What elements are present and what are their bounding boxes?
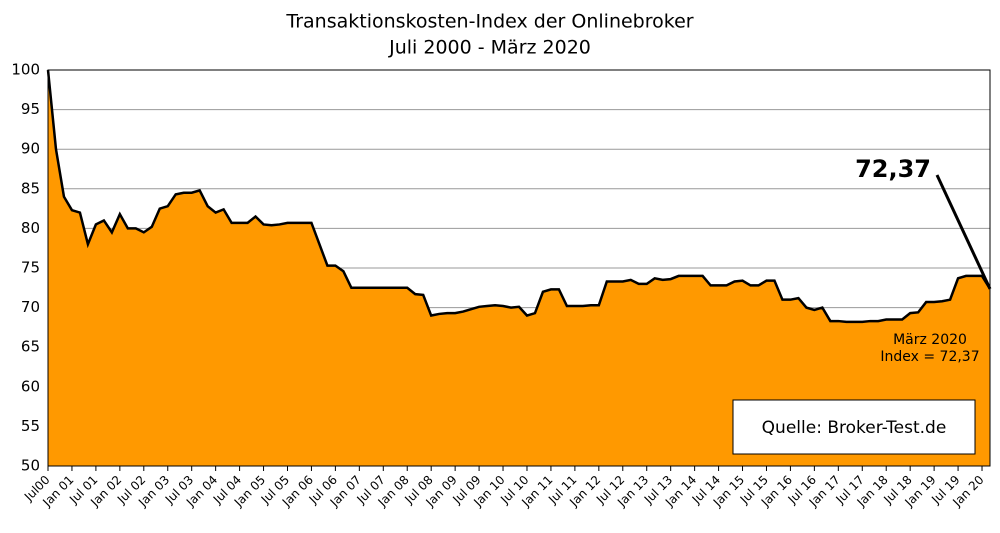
y-tick-label: 60	[21, 377, 40, 395]
y-tick-label: 80	[21, 219, 40, 237]
line	[46, 69, 992, 324]
y-tick-label: 90	[21, 140, 40, 158]
y-tick-label: 100	[11, 61, 40, 79]
y-tick-label: 75	[21, 259, 40, 277]
annotation-date: März 2020	[893, 332, 967, 348]
area	[48, 70, 990, 466]
chart-title: Transaktionskosten-Index der Onlinebroke…	[285, 11, 693, 33]
y-tick-label: 95	[21, 100, 40, 118]
source-box	[732, 399, 976, 455]
annotation-value: 72,37	[855, 155, 931, 183]
source-text: Quelle: Broker-Test.de	[762, 418, 947, 438]
annotation-index: Index = 72,37	[880, 349, 979, 365]
y-tick-label: 50	[21, 457, 40, 475]
chart-subtitle: Juli 2000 - März 2020	[388, 37, 591, 59]
y-tick-label: 55	[21, 417, 40, 435]
y-tick-label: 85	[21, 179, 40, 197]
plot-border	[47, 69, 991, 467]
y-tick-label: 65	[21, 338, 40, 356]
annotation-arrow	[935, 174, 992, 290]
y-tick-label: 70	[21, 298, 40, 316]
